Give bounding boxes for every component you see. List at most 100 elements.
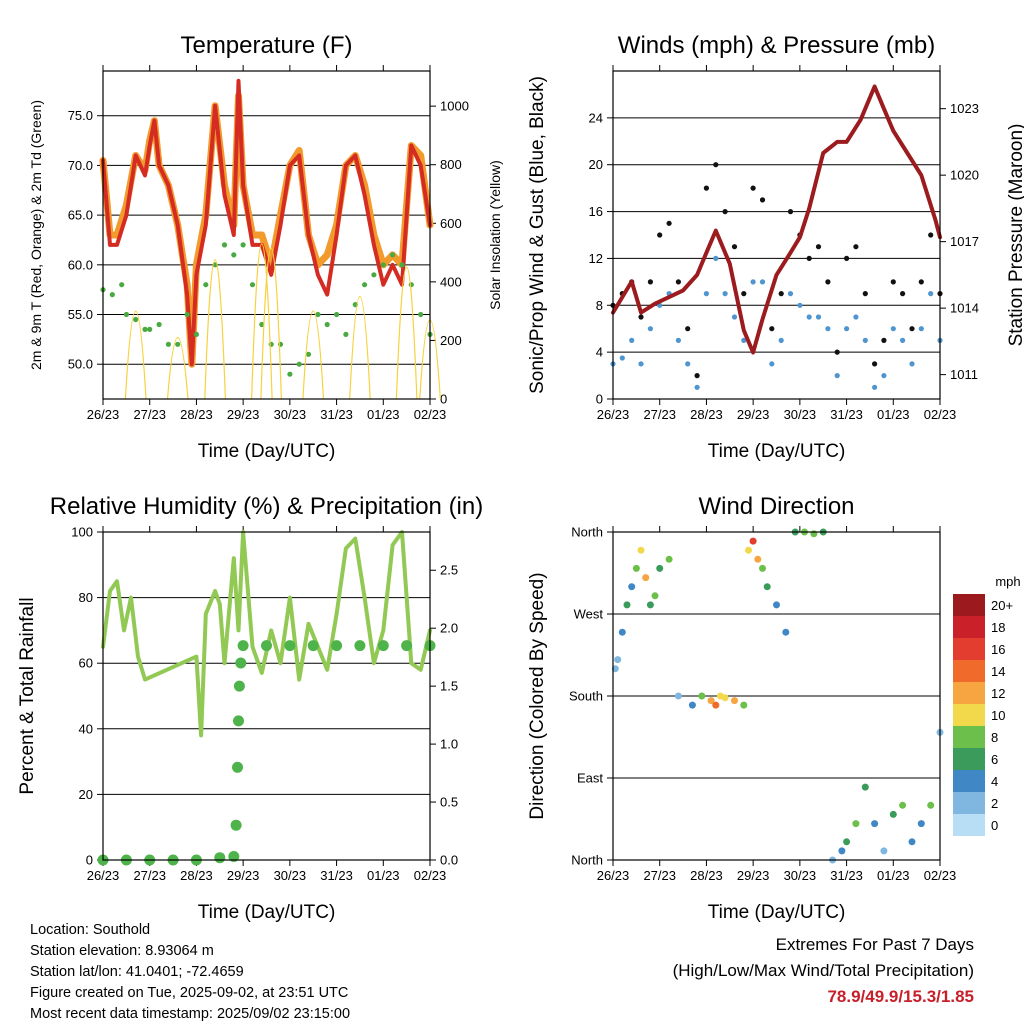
- data-point: [175, 341, 181, 347]
- y-tick-label-left: 60.0: [68, 257, 93, 272]
- y-axis-label-right: Station Pressure (Maroon): [1006, 124, 1024, 347]
- x-tick-label: 29/23: [227, 407, 260, 422]
- series-series-4: [124, 243, 441, 400]
- x-tick-label: 27/23: [643, 868, 676, 883]
- data-point: [334, 311, 340, 318]
- data-point: [750, 279, 756, 285]
- station-info: Location: Southold Station elevation: 8.…: [30, 920, 350, 1025]
- data-point: [834, 349, 840, 355]
- x-tick-label: 29/23: [737, 407, 770, 422]
- y-tick-label-right: 1020: [950, 168, 979, 183]
- legend-swatch: [953, 814, 985, 836]
- x-tick-label: 02/23: [414, 407, 447, 422]
- legend-swatch: [953, 660, 985, 682]
- y-tick-label-right: 1.5: [440, 679, 458, 694]
- direction-point: [861, 783, 869, 791]
- direction-point: [731, 697, 738, 705]
- x-tick-label: 31/23: [830, 868, 863, 883]
- legend-swatch: [953, 594, 985, 616]
- data-point: [401, 640, 413, 652]
- chart-panel-3: Relative Humidity (%) & Precipitation (i…: [17, 493, 483, 923]
- data-point: [259, 321, 265, 328]
- y-tick-label-left: 60: [79, 656, 93, 671]
- direction-point: [712, 701, 720, 709]
- data-point: [815, 314, 822, 320]
- data-point: [918, 326, 924, 332]
- data-point: [759, 197, 766, 203]
- chart-title: Relative Humidity (%) & Precipitation (i…: [50, 493, 483, 520]
- data-point: [769, 326, 775, 332]
- data-point: [212, 262, 218, 268]
- data-point: [184, 311, 190, 318]
- legend-swatch: [953, 616, 985, 638]
- data-point: [237, 640, 249, 652]
- y-axis-label-left: Sonic/Prop Wind & Gust (Blue, Black): [527, 76, 548, 394]
- direction-point: [763, 583, 771, 591]
- y-tick-label-left: 24: [589, 110, 603, 125]
- legend-label: 4: [991, 774, 998, 789]
- direction-point: [749, 537, 757, 545]
- series-relative-humidity: [101, 530, 432, 738]
- direction-point: [782, 628, 790, 636]
- y-tick-label-left: 20: [589, 157, 603, 172]
- y-tick-label-left: 20: [79, 787, 93, 802]
- data-point: [399, 262, 405, 268]
- direction-point: [614, 656, 622, 664]
- data-point: [862, 291, 868, 297]
- y-tick-label-right: 1023: [950, 101, 979, 116]
- plot-frame: [612, 531, 941, 861]
- x-tick-label: 01/23: [367, 868, 400, 883]
- y-tick-label-right: 1011: [950, 367, 978, 382]
- data-point: [741, 291, 747, 297]
- x-tick-label: 28/23: [690, 868, 723, 883]
- created-text: Figure created on Tue, 2025-09-02, at 23…: [30, 985, 349, 1001]
- data-point: [731, 314, 738, 320]
- direction-point: [618, 628, 626, 636]
- x-tick-label: 27/23: [133, 407, 166, 422]
- insolation-pulse: [204, 259, 226, 400]
- data-point: [881, 337, 887, 343]
- speed-legend: mph 20+ 18 16 14 12 10 8 6 4 2 0: [953, 574, 1021, 836]
- data-point: [277, 341, 284, 347]
- legend-swatch: [953, 638, 985, 660]
- y-tick-label-left: 55.0: [68, 307, 93, 322]
- direction-point: [623, 601, 631, 609]
- x-tick-label: 28/23: [180, 868, 213, 883]
- direction-point: [917, 820, 925, 828]
- latlon-text: Station lat/lon: 41.0401; -72.4659: [30, 964, 244, 980]
- chart-panel-1: Temperature (F) 50.0 55.0 60.0 65.0 70.0 75.0 0…: [28, 32, 503, 462]
- x-axis-label: Time (Day/UTC): [708, 441, 846, 462]
- data-point: [324, 321, 330, 328]
- data-point: [890, 326, 896, 332]
- direction-point: [698, 692, 706, 700]
- legend-label: 12: [991, 686, 1005, 701]
- y-axis-label-right: Solar Insolation (Yellow): [487, 160, 503, 310]
- direction-points: [611, 528, 944, 864]
- y-tick-label-right: 0: [440, 392, 447, 407]
- data-point: [853, 314, 859, 320]
- chart-title: Winds (mph) & Pressure (mb): [618, 32, 935, 59]
- legend-title: mph: [995, 574, 1020, 589]
- insolation-pulse: [251, 243, 273, 400]
- direction-point: [651, 592, 659, 600]
- extremes-values: 78.9/49.9/15.3/1.85: [827, 987, 974, 1006]
- plot-frame: [102, 70, 431, 400]
- x-tick-label: 02/23: [924, 407, 957, 422]
- insolation-pulse: [166, 336, 189, 400]
- data-point: [844, 326, 850, 332]
- data-point: [778, 337, 784, 343]
- y-tick-label-left: 4: [596, 345, 603, 360]
- data-point: [240, 242, 246, 248]
- y-tick-label-left: 50.0: [68, 357, 93, 372]
- data-point: [109, 292, 115, 298]
- extremes-title: Extremes For Past 7 Days: [775, 935, 974, 954]
- direction-point: [843, 838, 851, 846]
- data-point: [909, 326, 915, 332]
- insolation-pulse: [395, 266, 418, 400]
- y-tick-label-left: 8: [596, 298, 603, 313]
- legend-label: 10: [991, 708, 1005, 723]
- y-tick-label-right: 1000: [440, 99, 469, 114]
- direction-point: [773, 601, 780, 609]
- data-point: [741, 337, 747, 343]
